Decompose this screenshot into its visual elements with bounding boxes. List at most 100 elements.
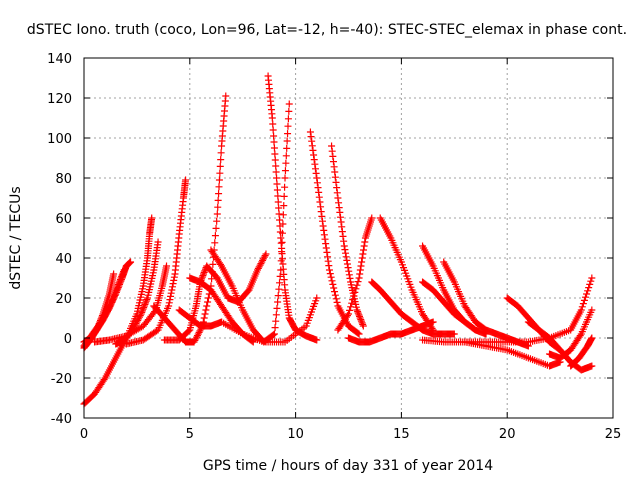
interpolated-marker <box>587 277 595 285</box>
interpolated-marker <box>200 268 208 276</box>
interpolated-marker <box>258 337 266 345</box>
y-tick-label: 20 <box>55 292 72 307</box>
interpolated-marker <box>354 308 362 316</box>
interpolated-marker <box>284 115 292 123</box>
interpolated-marker <box>97 316 105 324</box>
interpolated-marker <box>138 336 146 344</box>
interpolated-marker <box>100 376 108 384</box>
interpolated-marker <box>325 262 333 270</box>
grid-lines <box>84 58 613 418</box>
plot-frame <box>83 57 614 419</box>
interpolated-marker <box>320 231 328 239</box>
data-point-marker <box>325 266 333 274</box>
interpolated-marker <box>237 329 245 337</box>
data-series <box>207 100 293 346</box>
interpolated-marker <box>192 304 200 312</box>
data-point-marker <box>588 274 596 282</box>
interpolated-marker <box>281 167 289 175</box>
interpolated-marker <box>202 306 210 314</box>
interpolated-marker <box>88 392 96 400</box>
interpolated-marker <box>554 344 562 352</box>
interpolated-marker <box>149 269 157 277</box>
interpolated-marker <box>118 272 126 280</box>
data-point-marker <box>359 322 367 330</box>
interpolated-marker <box>169 280 177 288</box>
interpolated-marker <box>115 279 123 287</box>
interpolated-marker <box>585 284 593 292</box>
interpolated-marker <box>283 137 291 145</box>
interpolated-marker <box>354 329 362 337</box>
interpolated-marker <box>285 107 293 115</box>
interpolated-marker <box>312 169 320 177</box>
interpolated-marker <box>215 176 223 184</box>
interpolated-marker <box>336 208 344 216</box>
interpolated-marker <box>308 142 316 150</box>
interpolated-marker <box>313 179 321 187</box>
interpolated-marker <box>274 198 282 206</box>
interpolated-marker <box>581 293 589 301</box>
interpolated-marker <box>281 183 289 191</box>
interpolated-marker <box>185 327 193 335</box>
chart-title: dSTEC Iono. truth (coco, Lon=96, Lat=-12… <box>27 22 627 38</box>
interpolated-marker <box>95 320 103 328</box>
interpolated-marker <box>317 203 325 211</box>
interpolated-marker <box>336 213 344 221</box>
interpolated-marker <box>361 238 369 246</box>
interpolated-marker <box>271 150 279 158</box>
interpolated-marker <box>98 312 106 320</box>
interpolated-marker <box>203 302 211 310</box>
interpolated-marker <box>522 353 530 361</box>
interpolated-marker <box>270 132 278 140</box>
interpolated-marker <box>523 342 531 350</box>
interpolated-marker <box>573 356 581 364</box>
interpolated-marker <box>212 224 220 232</box>
y-tick-label: 0 <box>64 332 72 347</box>
y-tick-label: 60 <box>55 212 72 227</box>
interpolated-marker <box>331 173 339 181</box>
interpolated-marker <box>357 262 365 270</box>
data-point-marker <box>213 210 221 218</box>
interpolated-marker <box>165 299 173 307</box>
interpolated-marker <box>346 274 354 282</box>
interpolated-marker <box>331 288 339 296</box>
y-tick-label: 40 <box>55 252 72 267</box>
interpolated-marker <box>587 308 595 316</box>
data-series <box>175 306 226 330</box>
interpolated-marker <box>318 212 326 220</box>
interpolated-marker <box>359 320 367 328</box>
interpolated-marker <box>314 184 322 192</box>
interpolated-marker <box>276 279 284 287</box>
interpolated-marker <box>254 264 262 272</box>
interpolated-marker <box>273 186 281 194</box>
interpolated-marker <box>204 294 212 302</box>
interpolated-marker <box>321 235 329 243</box>
interpolated-marker <box>139 305 147 313</box>
interpolated-marker <box>439 284 447 292</box>
interpolated-marker <box>360 242 368 250</box>
interpolated-marker <box>579 300 587 308</box>
data-point-marker <box>137 310 145 318</box>
data-series <box>334 214 376 334</box>
interpolated-marker <box>117 274 125 282</box>
interpolated-marker <box>211 239 219 247</box>
interpolated-marker <box>282 152 290 160</box>
interpolated-marker <box>216 169 224 177</box>
interpolated-marker <box>358 319 366 327</box>
interpolated-marker <box>273 180 281 188</box>
interpolated-marker <box>449 276 457 284</box>
interpolated-marker <box>327 273 335 281</box>
interpolated-marker <box>272 311 280 319</box>
interpolated-marker <box>385 296 393 304</box>
interpolated-marker <box>226 315 234 323</box>
interpolated-marker <box>140 304 148 312</box>
data-series <box>91 262 171 346</box>
interpolated-marker <box>322 240 330 248</box>
interpolated-marker <box>386 232 394 240</box>
interpolated-marker <box>575 333 583 341</box>
interpolated-marker <box>396 256 404 264</box>
interpolated-marker <box>258 258 266 266</box>
interpolated-marker <box>205 284 213 292</box>
data-point-marker <box>120 266 128 274</box>
interpolated-marker <box>354 278 362 286</box>
interpolated-marker <box>339 232 347 240</box>
